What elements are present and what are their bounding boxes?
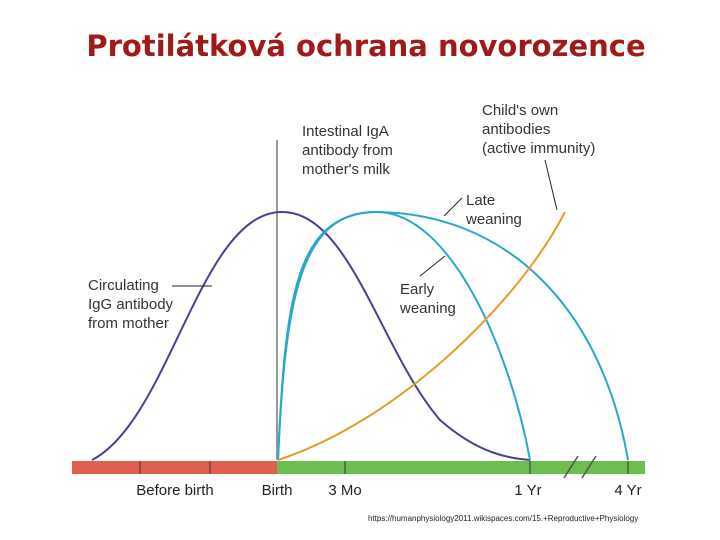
iga-label: antibody from <box>302 142 393 159</box>
source: https://humanphysiology2011.wikispaces.c… <box>368 514 638 523</box>
early-label: weaning <box>399 300 456 317</box>
timeline-label: 3 Mo <box>328 482 361 499</box>
title: Protilátková ochrana novorozence <box>86 29 645 63</box>
bar-after-birth <box>277 461 645 474</box>
iga-label: Intestinal IgA <box>302 123 389 140</box>
iga-label: mother's milk <box>302 161 390 178</box>
igg-label: from mother <box>88 315 169 332</box>
timeline-label: 1 Yr <box>514 482 541 499</box>
active-immunity-curve <box>277 211 566 461</box>
late-label: weaning <box>465 211 522 228</box>
early-weaning-curve <box>277 210 531 461</box>
break-marks <box>563 455 597 479</box>
timeline-label: 4 Yr <box>614 482 641 499</box>
leader <box>419 255 446 277</box>
igg-label: Circulating <box>88 277 159 294</box>
bar-before-birth <box>72 461 277 474</box>
leader <box>544 159 558 211</box>
leader <box>443 197 463 217</box>
late-weaning-curve <box>277 210 629 461</box>
late-label: Late <box>466 192 495 209</box>
bar-ticks <box>139 461 629 474</box>
timeline-label: Birth <box>262 482 293 499</box>
igg-label: IgG antibody <box>88 296 174 313</box>
own-label: Child's own <box>482 102 558 119</box>
early-label: Early <box>400 281 435 298</box>
own-label: antibodies <box>482 121 550 138</box>
timeline-label: Before birth <box>136 482 214 499</box>
igg-curve <box>91 210 531 461</box>
own-label: (active immunity) <box>482 140 595 157</box>
